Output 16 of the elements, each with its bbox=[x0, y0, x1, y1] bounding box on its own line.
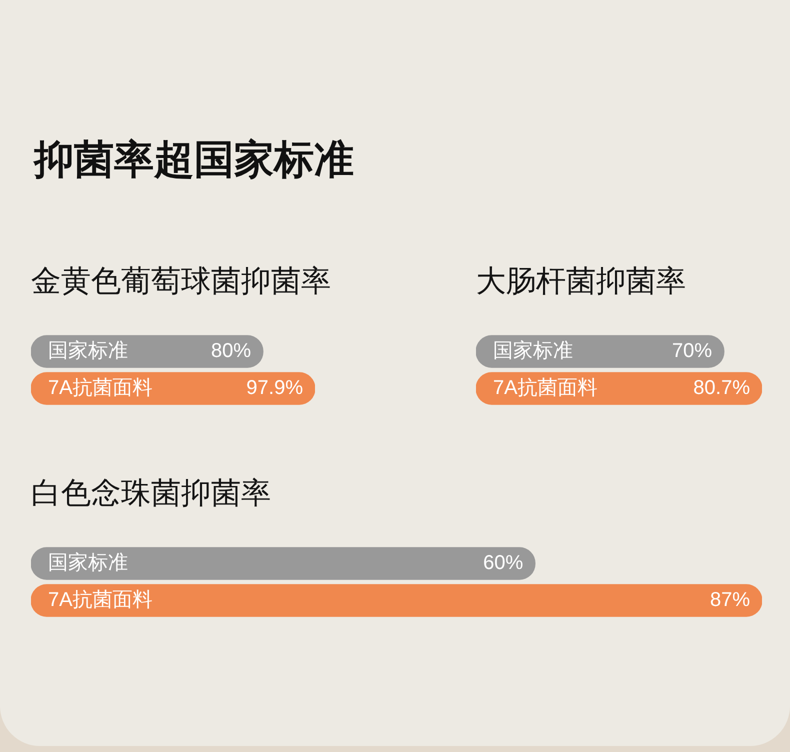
chart-title: 金黄色葡萄球菌抑菌率 bbox=[31, 264, 331, 300]
y-tick-label: 国家标准 bbox=[493, 340, 573, 362]
data-label: 70% bbox=[672, 340, 712, 362]
data-label: 80% bbox=[211, 340, 252, 362]
data-label: 80.7% bbox=[693, 377, 750, 400]
y-tick-label: 7A抗菌面料 bbox=[48, 589, 152, 612]
chart-title: 大肠杆菌抑菌率 bbox=[476, 264, 687, 300]
chart-title: 白色念珠菌抑菌率 bbox=[31, 476, 272, 512]
data-label: 97.9% bbox=[246, 377, 304, 400]
y-tick-label: 7A抗菌面料 bbox=[48, 377, 152, 400]
y-tick-label: 国家标准 bbox=[48, 340, 128, 362]
text: 抑菌率超国家标准 bbox=[34, 137, 355, 184]
y-tick-label: 国家标准 bbox=[48, 552, 128, 574]
y-tick-label: 7A抗菌面料 bbox=[493, 377, 598, 400]
data-label: 87% bbox=[710, 589, 750, 612]
data-label: 60% bbox=[483, 552, 524, 574]
